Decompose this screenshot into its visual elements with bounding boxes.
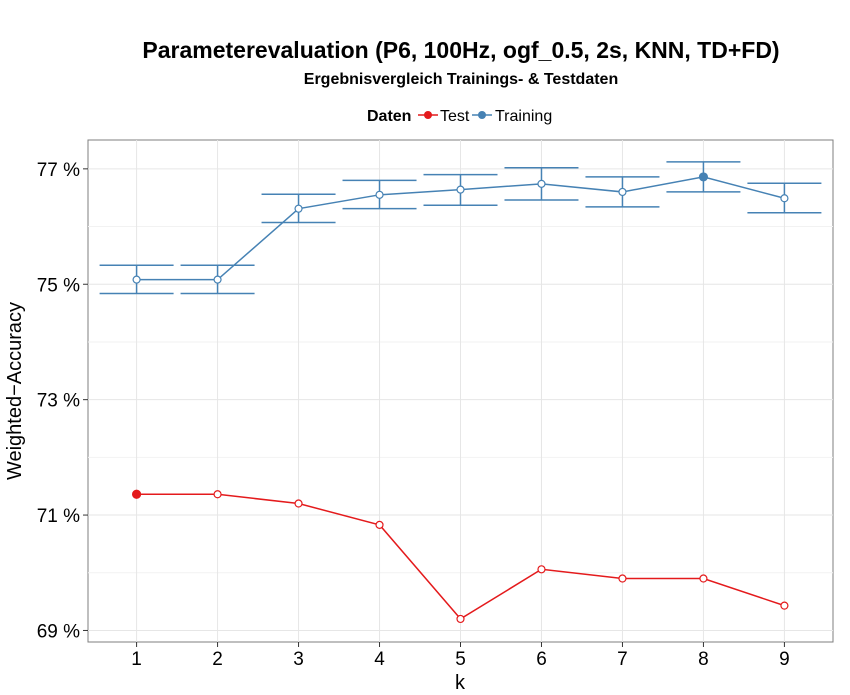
y-tick-label: 69 % xyxy=(37,621,80,642)
y-axis-label: Weighted−Accuracy xyxy=(4,302,26,480)
grid xyxy=(88,140,833,642)
y-tick-label: 77 % xyxy=(37,160,80,181)
data-point-training xyxy=(132,275,141,284)
data-point-training xyxy=(375,190,384,199)
legend-label-training: Training xyxy=(495,108,552,125)
x-axis: 1 2 3 4 5 6 7 8 9 xyxy=(131,642,790,670)
series-layer xyxy=(99,161,822,624)
data-point-test xyxy=(294,499,303,508)
legend: Daten Test Training xyxy=(367,108,552,125)
y-tick-label: 73 % xyxy=(37,391,80,412)
x-tick-label: 3 xyxy=(293,649,304,670)
data-point-test xyxy=(213,490,222,499)
x-tick-label: 4 xyxy=(374,649,385,670)
data-point-training xyxy=(213,275,222,284)
data-point-training xyxy=(537,179,546,188)
series-training xyxy=(99,161,822,295)
x-tick-label: 9 xyxy=(779,649,790,670)
data-point-test xyxy=(618,574,627,583)
chart-subtitle: Ergebnisvergleich Trainings- & Testdaten xyxy=(304,71,618,88)
x-tick-label: 7 xyxy=(617,649,628,670)
data-point-training xyxy=(618,187,627,197)
data-point-test xyxy=(456,614,465,624)
data-point-training xyxy=(780,194,789,203)
y-tick-label: 71 % xyxy=(37,506,80,527)
data-point-test xyxy=(537,565,546,574)
chart-title: Parameterevaluation (P6, 100Hz, ogf_0.5,… xyxy=(142,37,779,63)
series-test xyxy=(131,489,789,624)
legend-label-test: Test xyxy=(440,108,470,125)
data-point-training xyxy=(294,204,303,213)
x-tick-label: 1 xyxy=(131,649,142,670)
best-point-test xyxy=(131,489,142,499)
x-tick-label: 5 xyxy=(455,649,466,670)
x-axis-label: k xyxy=(455,672,466,694)
data-point-test xyxy=(375,520,384,529)
best-point-training xyxy=(698,172,709,182)
legend-title: Daten xyxy=(367,108,411,125)
x-tick-label: 2 xyxy=(212,649,223,670)
legend-key-marker-training xyxy=(478,111,486,119)
x-tick-label: 6 xyxy=(536,649,547,670)
y-axis: 69 % 71 % 73 % 75 % 77 % xyxy=(37,160,88,642)
data-point-test xyxy=(780,601,789,610)
data-point-test xyxy=(699,574,708,583)
data-point-training xyxy=(456,185,465,194)
x-tick-label: 8 xyxy=(698,649,709,670)
legend-key-marker-test xyxy=(424,111,432,119)
y-tick-label: 75 % xyxy=(37,275,80,296)
